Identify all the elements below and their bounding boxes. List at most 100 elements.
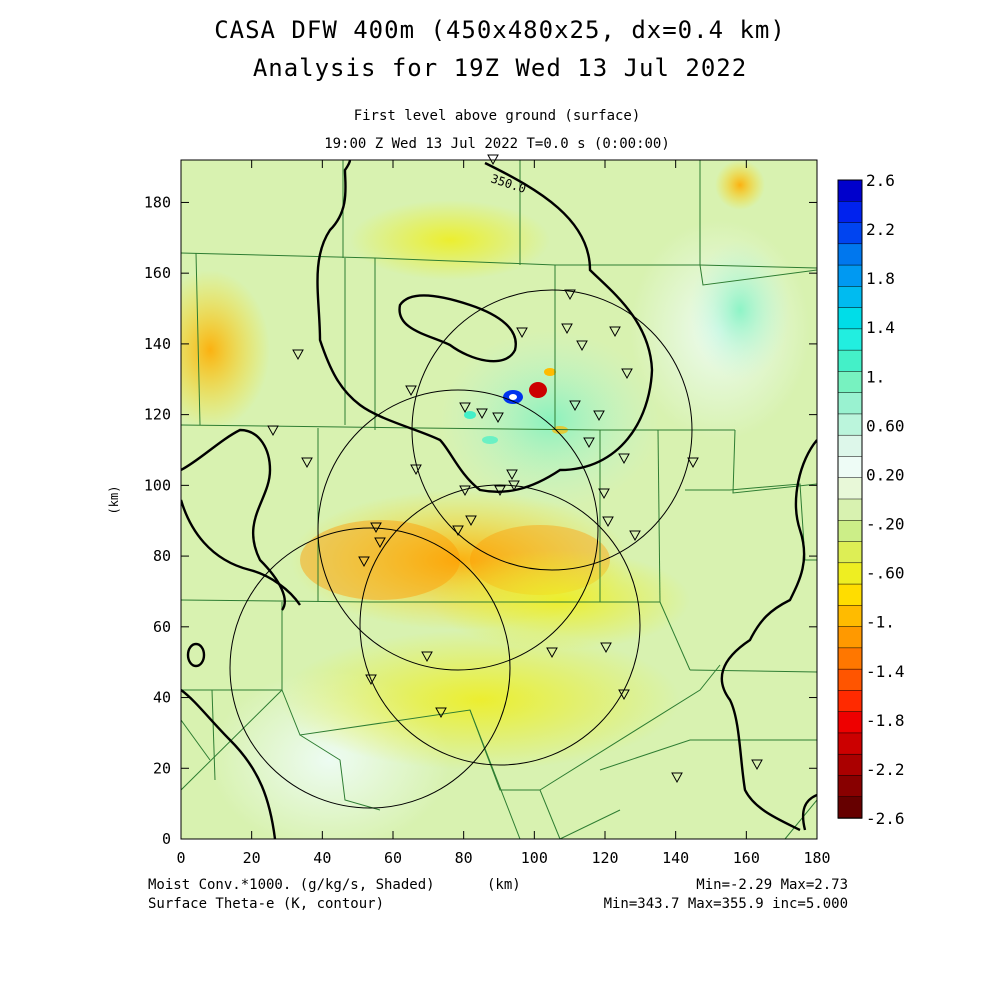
colorbar-swatch	[837, 775, 863, 798]
colorbar-swatch	[837, 456, 863, 479]
radar-site-marker	[492, 412, 504, 424]
radar-site-marker	[405, 385, 417, 397]
colorbar-labels: 2.6 2.2 1.8 1.4 1. 0.60 0.20 -.20 -.60 -1. -1.4 -1.…	[866, 171, 905, 828]
radar-site-marker	[621, 368, 633, 380]
radar-site-marker	[358, 556, 370, 568]
radar-site-marker	[410, 464, 422, 476]
map-title-line2: Analysis for 19Z Wed 13 Jul 2022	[252, 54, 748, 82]
y-tick-label: 80	[153, 547, 171, 565]
colorbar-label: -2.2	[866, 760, 905, 779]
colorbar-swatch	[837, 498, 863, 522]
radar-site-marker	[618, 453, 630, 465]
colorbar-swatch	[837, 541, 863, 564]
footer-shaded-minmax: Min=-2.29 Max=2.73	[696, 877, 848, 893]
radar-site-marker	[629, 530, 641, 542]
radar-site-marker	[609, 326, 621, 338]
footer-shaded-field: Moist Conv.*1000. (g/kg/s, Shaded)	[148, 877, 435, 893]
radar-site-marker	[374, 537, 386, 549]
colorbar-swatch	[837, 520, 863, 543]
x-tick-label: 160	[733, 849, 760, 867]
radar-site-marker	[576, 340, 588, 352]
y-tick-label: 100	[144, 476, 171, 494]
radar-site-marker	[564, 289, 576, 301]
colorbar-swatch	[837, 328, 863, 351]
colorbar-label: -1.	[866, 613, 895, 632]
radar-site-marker	[751, 759, 763, 771]
radar-site-marker	[476, 408, 488, 420]
radar-site-markers	[267, 154, 763, 784]
radar-site-marker	[508, 480, 520, 492]
radar-site-marker	[569, 400, 581, 412]
footer-x-unit: (km)	[487, 877, 521, 893]
radar-site-marker	[516, 327, 528, 339]
x-tick-label: 20	[243, 849, 261, 867]
colorbar-label: -.20	[866, 515, 905, 534]
county-boundaries	[181, 160, 817, 839]
radar-site-marker	[561, 323, 573, 335]
y-tick-label: 120	[144, 406, 171, 424]
colorbar-swatch	[837, 690, 863, 713]
colorbar-label: -.60	[866, 564, 905, 583]
colorbar-swatch	[837, 392, 863, 415]
y-tick-label: 180	[144, 193, 171, 211]
radar-site-marker	[267, 425, 279, 437]
x-axis-labels: 0 20 40 60 80 100 120 140 160 180	[176, 849, 830, 867]
x-tick-label: 0	[176, 849, 185, 867]
colorbar-swatch	[837, 583, 863, 607]
colorbar-swatch	[837, 668, 863, 692]
shaded-field	[181, 160, 817, 839]
y-tick-label: 60	[153, 618, 171, 636]
radar-site-marker	[618, 689, 630, 701]
colorbar-swatch	[837, 796, 863, 819]
colorbar-swatch	[837, 286, 863, 309]
colorbar-swatch	[837, 711, 863, 734]
colorbar-swatch	[837, 434, 863, 458]
radar-site-marker	[301, 457, 313, 469]
x-tick-label: 80	[455, 849, 473, 867]
time-subtitle: 19:00 Z Wed 13 Jul 2022 T=0.0 s (0:00:00…	[324, 136, 670, 152]
colorbar-label: 0.20	[866, 465, 905, 484]
radar-site-marker	[365, 674, 377, 686]
y-tick-label: 0	[162, 830, 171, 848]
x-tick-label: 180	[803, 849, 830, 867]
y-tick-label: 140	[144, 335, 171, 353]
y-tick-label: 160	[144, 264, 171, 282]
radar-site-marker	[583, 437, 595, 449]
radar-site-marker	[459, 402, 471, 414]
plot-frame	[180, 159, 818, 840]
radar-ring	[317, 389, 599, 671]
y-axis-labels: 0 20 40 60 80 100 120 140 160 180	[144, 193, 171, 848]
colorbar-swatch	[837, 626, 863, 649]
radar-site-marker	[506, 469, 518, 481]
x-tick-label: 40	[313, 849, 331, 867]
colorbar-label: -1.8	[866, 711, 905, 730]
radar-site-marker	[435, 707, 447, 719]
footer-contour-field: Surface Theta-e (K, contour)	[148, 896, 385, 912]
colorbar-label: 1.	[866, 367, 885, 386]
colorbar	[837, 179, 863, 819]
radar-site-marker	[459, 485, 471, 497]
radar-site-marker	[292, 349, 304, 361]
theta-e-contours	[181, 160, 817, 839]
colorbar-swatch	[837, 307, 863, 330]
colorbar-swatch	[837, 605, 863, 628]
colorbar-label: 2.2	[866, 220, 895, 239]
colorbar-swatch	[837, 371, 863, 394]
y-tick-label: 20	[153, 759, 171, 777]
colorbar-label: 0.60	[866, 416, 905, 435]
colorbar-label: -2.6	[866, 809, 905, 828]
radar-site-marker	[494, 485, 506, 497]
radar-range-rings	[229, 289, 693, 809]
radar-site-marker	[687, 457, 699, 469]
x-tick-label: 120	[591, 849, 618, 867]
radar-site-marker	[465, 515, 477, 527]
colorbar-swatch	[837, 264, 863, 288]
colorbar-swatch	[837, 647, 863, 670]
x-tick-label: 100	[521, 849, 548, 867]
x-tick-label: 60	[384, 849, 402, 867]
colorbar-swatch	[837, 732, 863, 755]
radar-site-marker	[370, 522, 382, 534]
radar-site-marker	[593, 410, 605, 422]
radar-ring	[359, 484, 641, 766]
